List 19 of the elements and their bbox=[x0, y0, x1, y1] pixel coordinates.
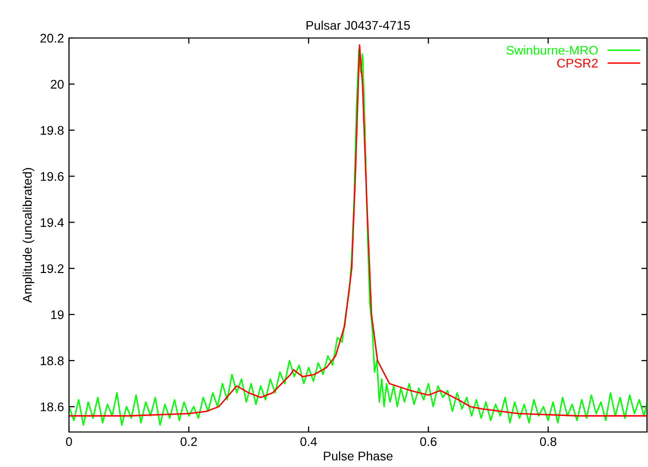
x-tick-label: 0.4 bbox=[300, 437, 317, 446]
y-tick-label: 19.8 bbox=[40, 126, 64, 135]
x-tick-label: 0.6 bbox=[420, 437, 437, 446]
y-tick-label: 19.2 bbox=[40, 264, 64, 274]
y-tick-label: 20.2 bbox=[40, 34, 64, 43]
x-tick-label: 0.8 bbox=[540, 437, 556, 446]
y-tick-label: 19 bbox=[51, 310, 64, 320]
x-axis-title: Pulse Phase bbox=[324, 451, 393, 460]
legend-label: CPSR2 bbox=[557, 58, 598, 68]
x-tick-label: 0.2 bbox=[180, 437, 197, 446]
y-axis-title: Amplitude (uncalibrated) bbox=[22, 168, 34, 303]
y-tick-label: 18.8 bbox=[40, 356, 64, 366]
y-tick-label: 19.6 bbox=[40, 172, 64, 181]
y-tick-label: 18.6 bbox=[40, 402, 64, 412]
y-tick-label: 20 bbox=[50, 80, 64, 89]
chart-title: Pulsar J0437-4715 bbox=[306, 20, 410, 30]
y-tick-label: 19.4 bbox=[40, 218, 64, 227]
legend-label: Swinburne-MRO bbox=[506, 46, 598, 55]
x-tick-label: 0 bbox=[66, 437, 72, 446]
